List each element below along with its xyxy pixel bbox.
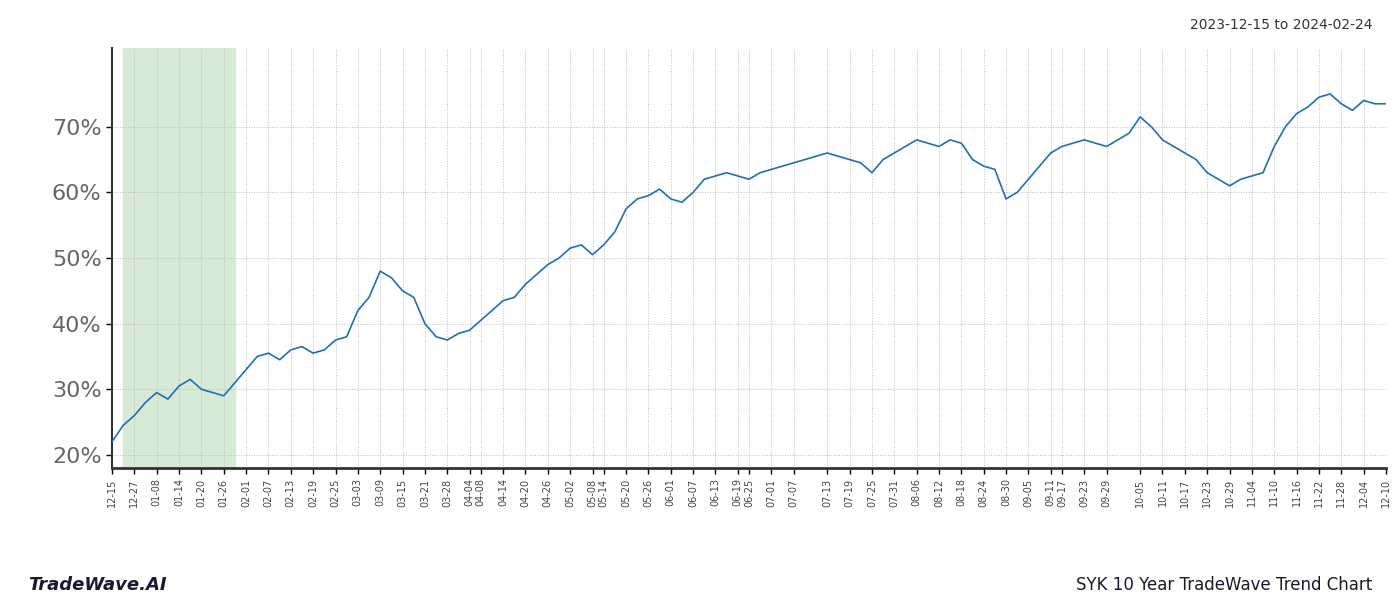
Text: TradeWave.AI: TradeWave.AI	[28, 576, 167, 594]
Text: SYK 10 Year TradeWave Trend Chart: SYK 10 Year TradeWave Trend Chart	[1075, 576, 1372, 594]
Bar	[123, 48, 235, 468]
Text: 2023-12-15 to 2024-02-24: 2023-12-15 to 2024-02-24	[1190, 18, 1372, 32]
